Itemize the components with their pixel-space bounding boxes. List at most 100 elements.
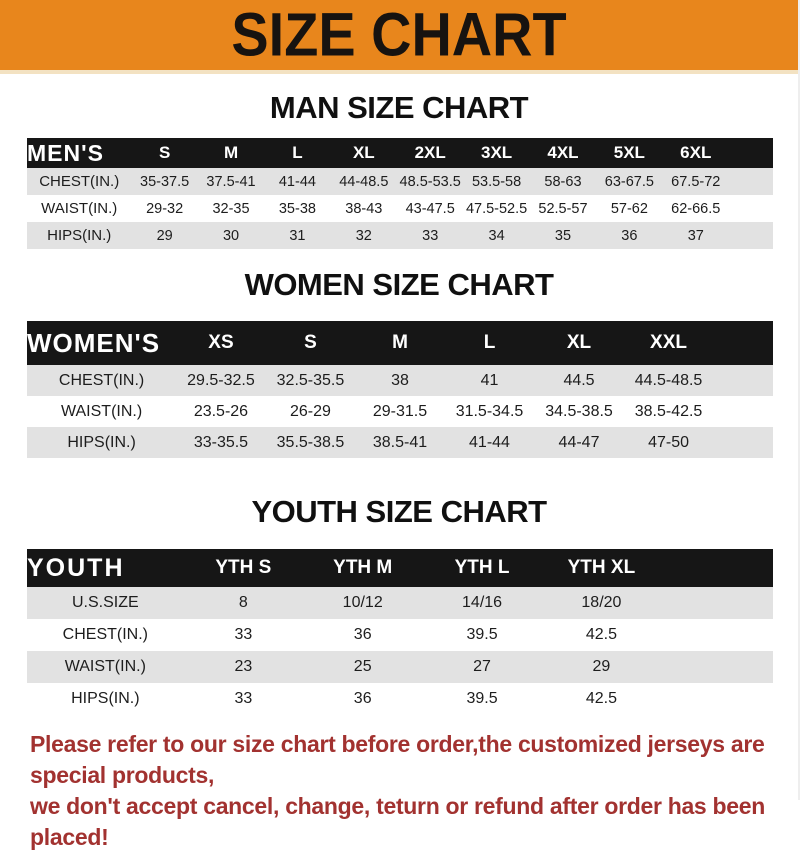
- size-cell: 32-35: [212, 200, 250, 217]
- column-header: XL: [330, 138, 397, 168]
- women-section-heading: WOMEN SIZE CHART: [244, 267, 554, 302]
- table-row: WAIST(IN.) 29-32 32-35 35-38 38-43 43-47.5 47.…: [27, 195, 773, 222]
- disclaimer-line-1: Please refer to our size chart before or…: [30, 731, 765, 788]
- size-chart-banner: SIZE CHART: [0, 0, 798, 74]
- spacer-cell: [728, 138, 773, 168]
- size-cell: 39.5: [466, 690, 498, 707]
- disclaimer-line-2: we don't accept cancel, change, teturn o…: [30, 793, 765, 850]
- column-header: M: [355, 321, 445, 365]
- size-cell: 33: [422, 227, 439, 244]
- women-size-table: WOMEN'S XS S M L XL XXL CHEST(IN.) 29.5-32.5 32.5…: [27, 321, 773, 458]
- size-cell: 44-47: [558, 433, 600, 451]
- row-header: WAIST(IN.): [61, 402, 143, 420]
- size-cell: 30: [222, 227, 240, 244]
- size-cell: 43-47.5: [405, 200, 455, 217]
- spacer-cell: [661, 549, 773, 587]
- spacer-cell: [661, 651, 773, 683]
- size-cell: 18/20: [581, 594, 622, 611]
- size-cell: 29-32: [146, 200, 184, 217]
- youth-size-table: YOUTH YTH S YTH M YTH L YTH XL U.S.SIZE 8 10/12…: [27, 549, 773, 715]
- column-header: S: [265, 321, 356, 365]
- column-header: 4XL: [529, 138, 597, 168]
- size-cell: 34.5-38.5: [545, 402, 613, 420]
- table-row: CHEST(IN.) 35-37.5 37.5-41 41-44 44-48.5 48.5…: [27, 168, 773, 195]
- size-cell: 37: [687, 227, 704, 244]
- spacer-cell: [729, 195, 773, 222]
- size-cell: 38-43: [345, 200, 383, 217]
- size-cell: 29: [156, 227, 173, 244]
- column-header: YTH L: [422, 549, 542, 587]
- size-cell: 35.5-38.5: [276, 433, 345, 451]
- size-cell: 23.5-26: [193, 402, 249, 420]
- size-cell: 36: [353, 626, 372, 643]
- size-cell: 41-44: [278, 173, 316, 190]
- spacer-cell: [713, 321, 773, 365]
- column-header: YTH M: [303, 549, 423, 587]
- row-header: HIPS(IN.): [47, 227, 112, 244]
- size-cell: 44.5: [563, 371, 595, 389]
- size-cell: 39.5: [466, 626, 498, 643]
- size-cell: 47-50: [648, 433, 689, 451]
- size-cell: 29.5-32.5: [187, 371, 255, 389]
- column-header: S: [131, 138, 198, 168]
- size-cell: 32: [355, 227, 372, 244]
- column-header: M: [197, 138, 265, 168]
- column-header: 2XL: [397, 138, 464, 168]
- size-cell: 53.5-58: [471, 173, 522, 190]
- size-cell: 42.5: [585, 626, 617, 643]
- size-cell: 33: [234, 690, 253, 707]
- column-header: 6XL: [662, 138, 729, 168]
- size-cell: 67.5-72: [671, 173, 721, 190]
- man-section: MAN SIZE CHART MEN'S S M L XL 2XL 3XL 4XL 5XL 6XL…: [0, 90, 798, 249]
- size-cell: 14/16: [462, 594, 503, 611]
- men-size-table: MEN'S S M L XL 2XL 3XL 4XL 5XL 6XL CHEST(IN.) 35-37…: [27, 138, 773, 249]
- spacer-cell: [661, 619, 773, 651]
- size-cell: 41-44: [469, 433, 510, 451]
- youth-section: YOUTH SIZE CHART YOUTH YTH S YTH M YTH L YTH…: [0, 494, 798, 715]
- size-cell: 63-67.5: [604, 173, 654, 190]
- size-cell: 44-48.5: [339, 173, 389, 190]
- row-header: HIPS(IN.): [67, 433, 136, 451]
- table-row: CHEST(IN.) 29.5-32.5 32.5-35.5 38 41 44.5 44.5…: [27, 365, 773, 396]
- spacer-cell: [713, 396, 773, 427]
- row-header: U.S.SIZE: [71, 594, 139, 611]
- size-cell: 44.5-48.5: [634, 371, 703, 389]
- size-cell: 31.5-34.5: [455, 402, 524, 420]
- row-header: WAIST(IN.): [64, 658, 146, 675]
- table-title: YOUTH: [27, 549, 184, 587]
- size-cell: 32.5-35.5: [276, 371, 345, 389]
- size-cell: 29: [592, 658, 611, 675]
- size-cell: 35-37.5: [140, 173, 190, 190]
- size-cell: 10/12: [342, 594, 383, 611]
- column-header: 3XL: [463, 138, 530, 168]
- table-title: MEN'S: [27, 138, 132, 168]
- column-header: YTH XL: [541, 549, 662, 587]
- table-row: WAIST(IN.) 23 25 27 29: [27, 651, 773, 683]
- size-cell: 42.5: [585, 690, 617, 707]
- banner-title: SIZE CHART: [231, 0, 567, 70]
- size-cell: 47.5-52.5: [465, 200, 528, 217]
- size-cell: 35: [554, 227, 572, 244]
- table-row: CHEST(IN.) 33 36 39.5 42.5: [27, 619, 773, 651]
- row-header: WAIST(IN.): [41, 200, 118, 217]
- size-cell: 31: [289, 227, 306, 244]
- size-cell: 52.5-57: [538, 200, 588, 217]
- size-cell: 33-35.5: [193, 433, 249, 451]
- women-section: WOMEN SIZE CHART WOMEN'S XS S M L XL XXL CHEST(…: [0, 267, 798, 458]
- spacer-cell: [713, 427, 773, 458]
- spacer-cell: [661, 587, 773, 619]
- column-header: 5XL: [596, 138, 663, 168]
- column-header: XS: [176, 321, 266, 365]
- row-header: CHEST(IN.): [39, 173, 120, 190]
- man-section-heading: MAN SIZE CHART: [269, 90, 529, 125]
- size-cell: 57-62: [610, 200, 648, 217]
- column-header: L: [264, 138, 331, 168]
- row-header: CHEST(IN.): [58, 371, 145, 389]
- size-cell: 29-31.5: [372, 402, 428, 420]
- table-row: HIPS(IN.) 33-35.5 35.5-38.5 38.5-41 41-44 44-…: [27, 427, 773, 458]
- spacer-cell: [661, 683, 773, 715]
- size-cell: 35-38: [278, 200, 316, 217]
- size-cell: 8: [238, 594, 248, 611]
- row-header: CHEST(IN.): [62, 626, 148, 643]
- column-header: XXL: [623, 321, 714, 365]
